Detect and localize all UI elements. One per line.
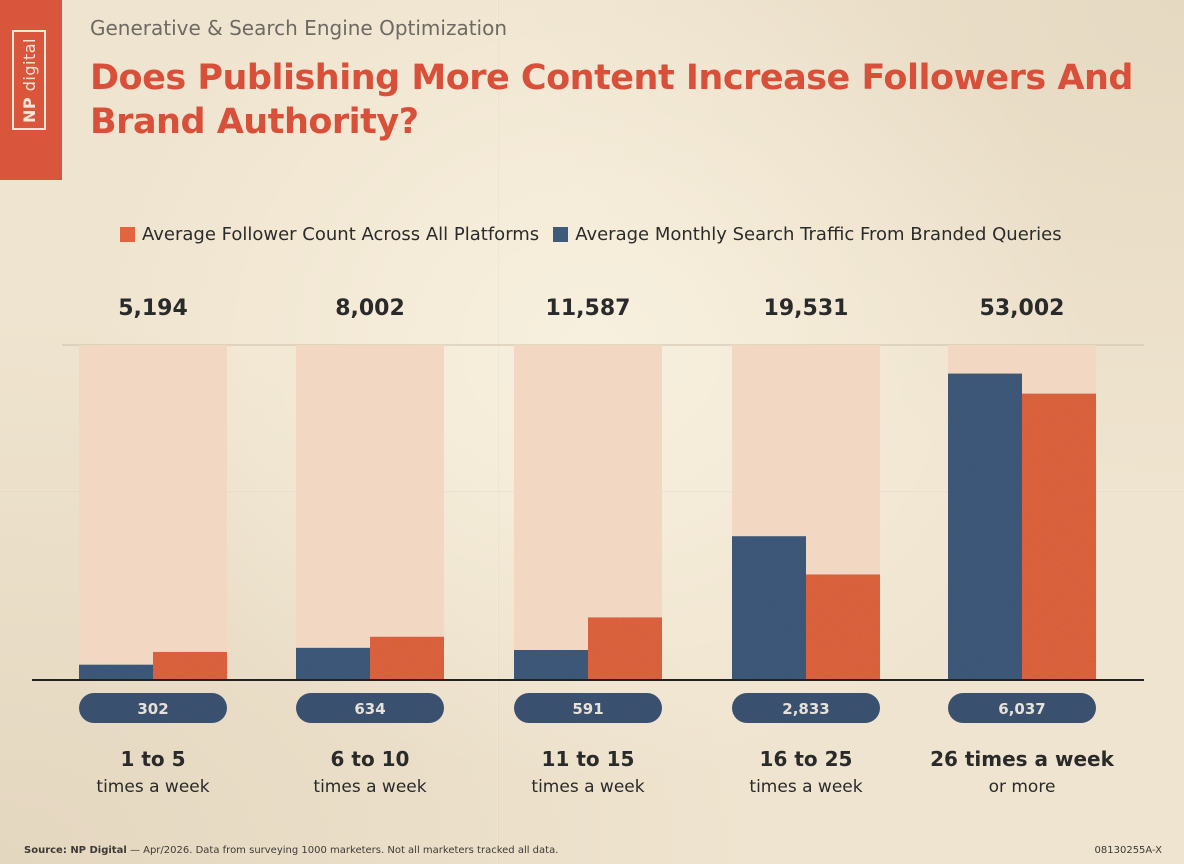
search-value-pill (732, 693, 880, 723)
bar-search (296, 647, 370, 680)
category-sublabel: times a week (96, 777, 209, 797)
bar-followers (1022, 393, 1096, 680)
paper-fold-vertical (497, 0, 499, 864)
data-label-followers: 5,194 (118, 296, 188, 321)
page-subtitle: Generative & Search Engine Optimization (90, 16, 508, 40)
data-label-followers: 53,002 (980, 296, 1065, 321)
source-label: Source: NP Digital (24, 845, 127, 856)
legend-swatch-search (553, 227, 569, 242)
category-label: 16 to 25 (760, 747, 853, 771)
search-value-pill (296, 693, 444, 723)
bar-search (948, 373, 1022, 680)
category-sublabel: times a week (531, 777, 644, 797)
category-label: 11 to 15 (542, 747, 635, 771)
brand-logo: NP digital (12, 30, 46, 130)
brand-logo-tab: NP digital (0, 0, 62, 180)
bar-search (79, 664, 153, 680)
legend-swatch-followers (120, 227, 135, 242)
bar-search (514, 650, 588, 680)
data-label-search: 302 (137, 700, 168, 718)
search-value-pill (79, 693, 227, 723)
category-sublabel: times a week (749, 777, 862, 797)
data-label-search: 634 (354, 700, 385, 718)
data-label-search: 591 (572, 700, 603, 718)
bar-followers (588, 617, 662, 680)
bar-followers (153, 651, 227, 680)
category-sublabel: or more (989, 777, 1056, 797)
data-label-followers: 19,531 (764, 296, 849, 321)
legend-item-search: Average Monthly Search Traffic From Bran… (553, 224, 1062, 245)
search-value-pill (948, 693, 1096, 723)
data-label-search: 6,037 (998, 700, 1045, 718)
data-label-followers: 8,002 (335, 296, 405, 321)
bar-search (732, 536, 806, 680)
legend-label-followers: Average Follower Count Across All Platfo… (142, 224, 540, 245)
source-text: — Apr/2026. Data from surveying 1000 mar… (126, 845, 559, 856)
chart-legend: Average Follower Count Across All Platfo… (120, 224, 1076, 245)
search-value-pill (514, 693, 662, 723)
category-label: 6 to 10 (331, 747, 410, 771)
bar-followers (806, 574, 880, 680)
category-sublabel: times a week (313, 777, 426, 797)
data-label-followers: 11,587 (546, 296, 631, 321)
category-band (296, 345, 444, 680)
page-title: Does Publishing More Content Increase Fo… (90, 58, 1133, 142)
legend-label-search: Average Monthly Search Traffic From Bran… (575, 224, 1062, 245)
data-label-search: 2,833 (782, 700, 829, 718)
document-code: 08130255A-X (1094, 845, 1162, 856)
category-label: 1 to 5 (120, 747, 185, 771)
bar-followers (370, 636, 444, 680)
legend-item-followers: Average Follower Count Across All Platfo… (120, 224, 539, 245)
category-label: 26 times a week (930, 747, 1115, 771)
source-footnote: Source: NP Digital — Apr/2026. Data from… (24, 845, 558, 856)
category-band (79, 345, 227, 680)
